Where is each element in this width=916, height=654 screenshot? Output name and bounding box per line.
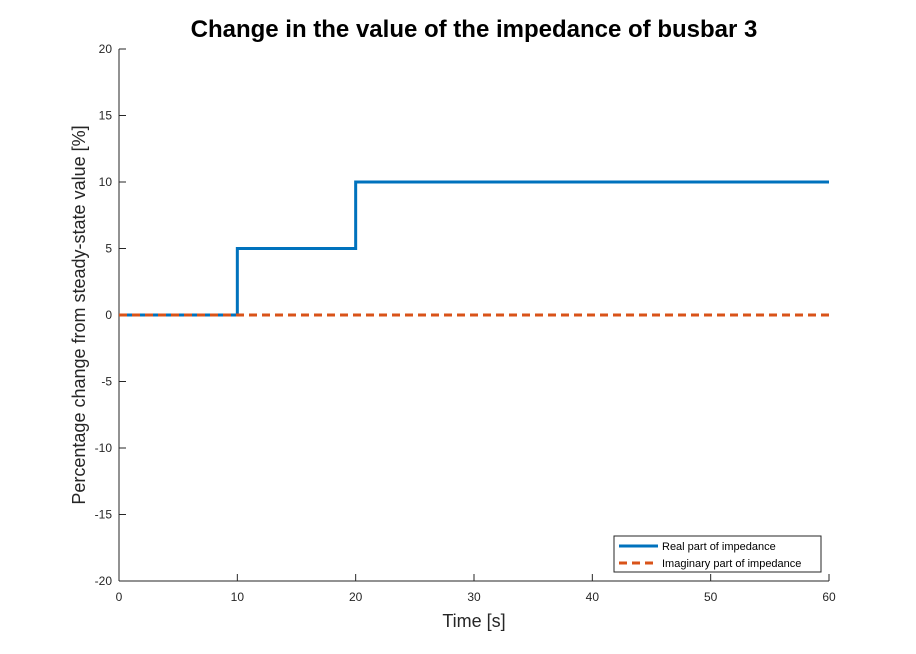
legend-label: Real part of impedance bbox=[662, 541, 776, 553]
axes: 0 10 20 30 40 50 60 -20 -15 -10 -5 0 5 10 15 20 bbox=[95, 42, 836, 604]
legend: Real part of impedance Imaginary part of … bbox=[613, 535, 822, 573]
x-tick-label: 0 bbox=[116, 590, 123, 604]
y-tick-label: 5 bbox=[105, 242, 112, 256]
legend-label: Imaginary part of impedance bbox=[662, 558, 801, 570]
x-axis-label: Time [s] bbox=[442, 611, 505, 631]
x-tick-label: 10 bbox=[231, 590, 245, 604]
series-layer bbox=[119, 180, 829, 317]
y-tick-label: -15 bbox=[95, 508, 113, 522]
y-tick-label: 15 bbox=[99, 109, 113, 123]
x-tick-label: 60 bbox=[822, 590, 836, 604]
y-axis-label: Percentage change from steady-state valu… bbox=[69, 125, 89, 504]
y-tick-label: -5 bbox=[101, 375, 112, 389]
x-tick-label: 40 bbox=[586, 590, 600, 604]
x-tick-label: 30 bbox=[467, 590, 481, 604]
legend-box bbox=[613, 535, 822, 573]
x-tick-label: 50 bbox=[704, 590, 718, 604]
y-tick-label: 10 bbox=[99, 175, 113, 189]
y-tick-label: -20 bbox=[95, 574, 113, 588]
y-tick-label: 20 bbox=[99, 42, 113, 56]
y-tick-label: -10 bbox=[95, 441, 113, 455]
y-tick-label: 0 bbox=[105, 308, 112, 322]
x-tick-label: 20 bbox=[349, 590, 363, 604]
chart-title: Change in the value of the impedance of … bbox=[191, 16, 758, 43]
